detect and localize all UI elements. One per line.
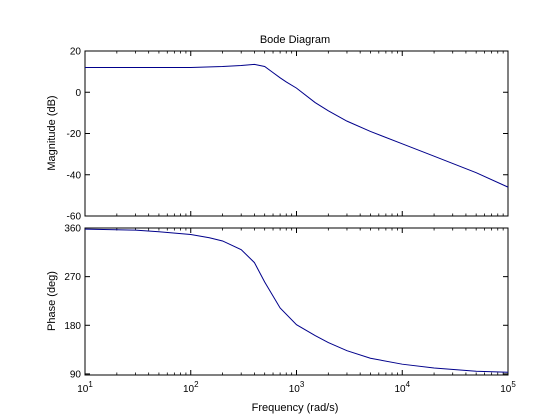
phase-y-tick-label: 90	[70, 369, 82, 380]
phase-y-tick-label: 270	[64, 272, 81, 283]
magnitude-y-tick-label: -40	[67, 170, 82, 181]
phase-y-tick-label: 360	[64, 224, 81, 235]
phase-plot-box	[84, 227, 509, 376]
magnitude-x-minor-ticks	[116, 51, 504, 216]
magnitude-y-ticks: 20 0 -20 -40 -60	[67, 47, 508, 223]
magnitude-axes: 20 0 -20 -40 -60 Magnitude (dB)	[46, 47, 509, 223]
chart-title: Bode Diagram	[260, 34, 330, 46]
x-tick-label: 103	[289, 380, 305, 395]
phase-axes: 360 270 180 90 Phase (deg)	[46, 224, 509, 380]
magnitude-y-tick-label: -60	[67, 212, 82, 223]
magnitude-y-tick-label: 20	[70, 47, 82, 58]
x-tick-label: 102	[183, 380, 199, 395]
phase-y-tick-label: 180	[64, 321, 81, 332]
phase-x-major-ticks	[84, 228, 509, 375]
magnitude-y-tick-label: -20	[67, 129, 82, 140]
phase-ylabel: Phase (deg)	[46, 271, 58, 331]
magnitude-y-tick-label: 0	[75, 88, 81, 99]
x-tick-label: 101	[77, 380, 93, 395]
phase-series-line	[84, 228, 509, 373]
phase-y-ticks: 360 270 180 90	[64, 224, 508, 380]
x-tick-labels: 101 102 103 104 105	[77, 380, 516, 395]
magnitude-plot-box	[84, 50, 509, 217]
phase-x-minor-ticks	[116, 228, 504, 375]
magnitude-series-line	[85, 63, 509, 188]
x-tick-label: 105	[500, 380, 516, 395]
x-tick-label: 104	[394, 380, 410, 395]
magnitude-ylabel: Magnitude (dB)	[46, 95, 58, 170]
x-axis-label: Frequency (rad/s)	[252, 402, 339, 414]
magnitude-x-major-ticks	[84, 51, 509, 216]
